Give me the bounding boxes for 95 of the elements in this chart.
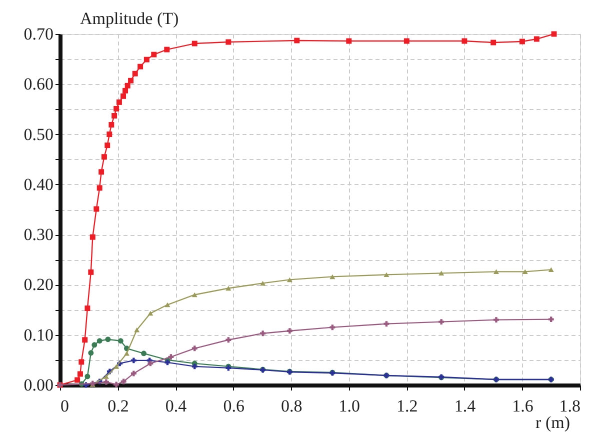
point: [192, 40, 198, 46]
point: [490, 40, 496, 46]
point: [118, 338, 124, 344]
point: [101, 154, 107, 160]
point: [438, 270, 444, 276]
point: [260, 330, 266, 336]
point: [330, 324, 336, 330]
point: [144, 56, 150, 62]
point: [438, 319, 444, 325]
y-tick-label: 0.60: [24, 74, 54, 94]
point: [192, 292, 198, 298]
x-tick-label: 1.2: [396, 396, 418, 416]
point: [130, 358, 136, 364]
point: [168, 354, 174, 360]
point: [226, 39, 232, 45]
point: [493, 269, 499, 274]
point: [134, 327, 140, 332]
x-axis-title: r (m): [536, 413, 570, 432]
point: [98, 169, 104, 175]
y-tick-label: 0.70: [24, 24, 54, 44]
point: [120, 93, 126, 99]
point: [164, 46, 170, 52]
point: [192, 346, 198, 352]
point: [286, 277, 292, 282]
y-tick-label: 0.50: [24, 124, 54, 144]
point: [164, 302, 170, 308]
point: [96, 338, 102, 344]
point: [94, 206, 100, 212]
point: [114, 364, 120, 369]
point: [164, 360, 170, 366]
point: [330, 274, 336, 280]
point: [92, 342, 98, 348]
x-tick-label: 0.8: [280, 396, 302, 416]
y-tick-label: 0.30: [24, 225, 54, 244]
x-tick-label: 0.4: [165, 396, 188, 416]
point: [103, 374, 109, 379]
point: [151, 52, 157, 58]
point: [462, 38, 468, 44]
point: [130, 370, 136, 376]
point: [104, 142, 110, 148]
point: [74, 377, 80, 383]
point: [286, 328, 292, 334]
x-tick-label: 0.2: [108, 396, 129, 416]
point: [82, 337, 88, 343]
x-tick-label: 1.0: [338, 396, 360, 416]
point: [116, 99, 122, 105]
point: [122, 88, 128, 94]
y-tick-label: 0.00: [24, 376, 54, 394]
point: [294, 38, 300, 44]
point: [90, 234, 96, 240]
x-tick-label: 1.4: [454, 396, 476, 416]
point: [112, 112, 118, 118]
point: [534, 36, 540, 42]
y-axis-title: Amplitude (T): [80, 9, 179, 28]
point: [493, 317, 499, 323]
point: [77, 371, 83, 377]
point: [404, 38, 410, 44]
point: [88, 350, 94, 356]
point: [103, 379, 109, 385]
point: [114, 106, 120, 112]
point: [105, 336, 111, 342]
point: [260, 280, 266, 286]
point: [522, 269, 528, 274]
point: [108, 122, 114, 128]
point: [148, 360, 154, 366]
point: [106, 132, 112, 138]
point: [128, 78, 134, 84]
point: [141, 350, 147, 356]
point: [384, 272, 390, 278]
point: [96, 185, 102, 191]
point: [226, 337, 232, 343]
point: [138, 64, 144, 70]
point: [124, 351, 130, 356]
point: [132, 70, 138, 76]
point: [346, 38, 352, 44]
x-tick-label: 1.6: [512, 396, 534, 416]
x-tick-label: 0: [60, 396, 69, 416]
point: [226, 286, 232, 291]
point: [114, 382, 120, 388]
point: [548, 316, 554, 322]
point: [148, 310, 154, 316]
point: [192, 364, 198, 370]
point: [88, 269, 94, 275]
point: [84, 306, 90, 312]
point: [384, 321, 390, 327]
y-tick-label: 0.20: [24, 275, 54, 294]
y-tick-label: 0.10: [24, 325, 54, 344]
point: [84, 374, 90, 380]
point: [78, 359, 84, 365]
point: [519, 38, 525, 44]
x-tick-label: 1.8: [559, 396, 580, 416]
point: [124, 82, 130, 88]
x-tick-label: 0.6: [223, 396, 244, 416]
y-tick-label: 0.40: [24, 174, 54, 194]
point: [548, 267, 554, 272]
